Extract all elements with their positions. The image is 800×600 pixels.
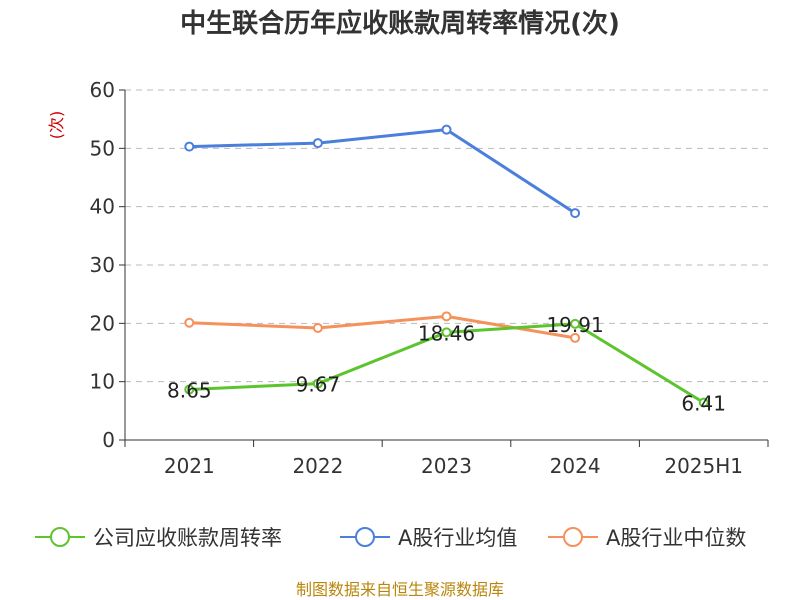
data-point-0-0 xyxy=(184,384,195,395)
legend-label-1: A股行业均值 xyxy=(398,526,517,550)
x-tick-label-2025H1: 2025H1 xyxy=(664,454,743,478)
series-lines xyxy=(184,124,709,408)
y-tick-label-0: 0 xyxy=(102,428,115,452)
series-0 xyxy=(184,318,709,408)
data-point-1-2 xyxy=(441,124,452,135)
data-point-0-3 xyxy=(570,318,581,329)
legend-swatch-marker-0 xyxy=(50,527,70,547)
series-line-1 xyxy=(189,128,576,215)
legend-swatch-marker-1 xyxy=(355,527,375,547)
data-label-2: 18.46 xyxy=(418,321,475,345)
data-label-3: 19.91 xyxy=(546,313,603,337)
data-point-2-0 xyxy=(184,317,195,328)
data-point-0-2 xyxy=(441,327,452,338)
legend-label-2: A股行业中位数 xyxy=(606,526,746,550)
data-label-4: 6.41 xyxy=(681,392,726,416)
legend-item-1: A股行业均值 xyxy=(340,526,517,550)
data-point-1-3 xyxy=(570,208,581,219)
y-tick-label-20: 20 xyxy=(90,311,115,335)
source-note: 制图数据来自恒生聚源数据库 xyxy=(296,580,504,599)
data-point-0-4 xyxy=(698,397,709,408)
chart-title: 中生联合历年应收账款周转率情况(次) xyxy=(180,8,620,39)
axes: 0 10 20 30 40 50 60 2021 2022 2023 2024 2025H1 xyxy=(90,78,769,478)
data-label-0: 8.65 xyxy=(167,379,212,403)
y-axis-label: (次) xyxy=(47,111,66,140)
legend-item-0: 公司应收账款周转率 xyxy=(35,526,282,550)
x-tick-label-2022: 2022 xyxy=(292,454,343,478)
data-labels: 8.65 9.67 18.46 19.91 6.41 xyxy=(167,313,726,416)
legend: 公司应收账款周转率 A股行业均值 A股行业中位数 xyxy=(35,526,746,550)
y-tick-label-10: 10 xyxy=(90,370,115,394)
data-point-2-3 xyxy=(570,332,581,343)
data-point-1-0 xyxy=(184,141,195,152)
legend-item-2: A股行业中位数 xyxy=(548,526,746,550)
x-tick-label-2024: 2024 xyxy=(550,454,601,478)
y-tick-label-40: 40 xyxy=(90,195,115,219)
x-tick-label-2023: 2023 xyxy=(421,454,472,478)
x-tick-label-2021: 2021 xyxy=(164,454,215,478)
data-point-2-2 xyxy=(441,311,452,322)
series-1 xyxy=(184,124,581,219)
y-tick-label-50: 50 xyxy=(90,136,115,160)
legend-swatch-marker-2 xyxy=(563,527,583,547)
data-point-1-1 xyxy=(312,138,323,149)
data-label-1: 9.67 xyxy=(296,373,341,397)
grid-lines xyxy=(125,89,768,383)
legend-label-0: 公司应收账款周转率 xyxy=(93,526,282,550)
y-tick-label-30: 30 xyxy=(90,253,115,277)
data-point-0-1 xyxy=(312,378,323,389)
data-point-2-1 xyxy=(312,323,323,333)
y-tick-label-60: 60 xyxy=(90,78,115,102)
